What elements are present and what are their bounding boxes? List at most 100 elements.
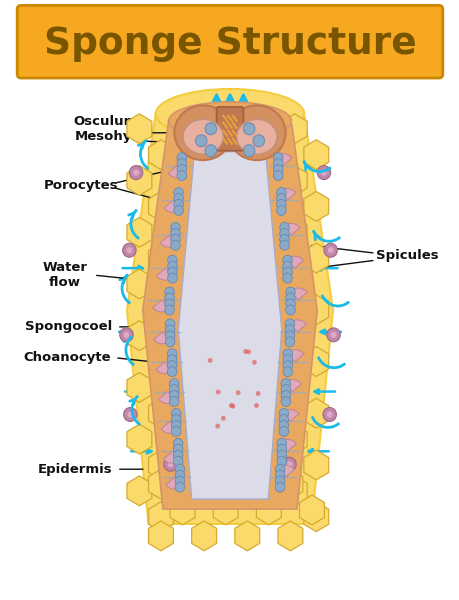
Circle shape — [330, 331, 336, 338]
Circle shape — [326, 328, 340, 342]
Circle shape — [207, 358, 212, 363]
Wedge shape — [281, 409, 298, 421]
Circle shape — [177, 158, 186, 169]
Polygon shape — [277, 469, 302, 499]
Circle shape — [164, 305, 174, 315]
Circle shape — [174, 188, 183, 197]
Circle shape — [282, 349, 292, 359]
Wedge shape — [281, 223, 299, 235]
Circle shape — [279, 229, 289, 238]
Polygon shape — [234, 469, 259, 499]
Circle shape — [276, 188, 285, 197]
Circle shape — [252, 360, 256, 365]
Point — [224, 132, 230, 139]
Circle shape — [167, 361, 177, 371]
Text: Epidermis: Epidermis — [37, 463, 112, 476]
Circle shape — [173, 451, 183, 460]
Polygon shape — [148, 347, 173, 376]
Circle shape — [173, 456, 183, 466]
Circle shape — [175, 470, 185, 480]
Point — [234, 124, 239, 131]
Circle shape — [165, 331, 174, 341]
Wedge shape — [165, 477, 183, 489]
Circle shape — [171, 427, 180, 436]
Polygon shape — [282, 269, 307, 299]
Circle shape — [167, 267, 177, 277]
Circle shape — [246, 349, 251, 355]
Polygon shape — [234, 521, 259, 551]
Wedge shape — [153, 332, 171, 344]
Point — [225, 112, 230, 119]
Circle shape — [177, 164, 186, 175]
Ellipse shape — [174, 106, 231, 160]
Wedge shape — [276, 465, 294, 477]
Circle shape — [167, 355, 177, 365]
Circle shape — [119, 328, 133, 342]
Polygon shape — [191, 521, 216, 551]
Polygon shape — [148, 295, 173, 325]
Circle shape — [243, 349, 247, 354]
Polygon shape — [303, 191, 328, 221]
Circle shape — [285, 331, 294, 341]
Point — [229, 124, 234, 131]
Polygon shape — [303, 450, 328, 480]
Point — [224, 140, 230, 148]
Circle shape — [167, 273, 177, 283]
Polygon shape — [282, 373, 307, 403]
Circle shape — [282, 255, 292, 265]
Polygon shape — [303, 295, 328, 325]
Line: 2 pts: 2 pts — [223, 123, 227, 128]
Circle shape — [273, 170, 282, 181]
Circle shape — [170, 223, 180, 232]
Point — [229, 132, 234, 139]
Point — [234, 140, 239, 148]
Text: Porocytes: Porocytes — [44, 179, 118, 192]
Circle shape — [285, 319, 294, 329]
Circle shape — [127, 411, 134, 418]
Wedge shape — [278, 188, 295, 200]
Polygon shape — [127, 114, 332, 524]
Text: Sponge Structure: Sponge Structure — [44, 26, 415, 62]
Circle shape — [167, 261, 177, 271]
Circle shape — [279, 223, 289, 232]
Line: 2 pts: 2 pts — [228, 123, 231, 128]
Wedge shape — [289, 288, 307, 300]
Circle shape — [327, 247, 333, 254]
Circle shape — [171, 415, 180, 424]
Circle shape — [274, 482, 284, 492]
Circle shape — [285, 293, 295, 303]
Circle shape — [274, 464, 284, 474]
Polygon shape — [282, 424, 307, 454]
Circle shape — [276, 193, 285, 203]
Circle shape — [285, 337, 294, 347]
Wedge shape — [156, 268, 174, 280]
Circle shape — [175, 464, 185, 474]
Circle shape — [252, 135, 264, 147]
Circle shape — [207, 476, 214, 482]
Circle shape — [129, 166, 142, 179]
Polygon shape — [127, 217, 151, 247]
Circle shape — [279, 415, 288, 424]
Line: 2 pts: 2 pts — [232, 139, 236, 144]
Circle shape — [279, 240, 289, 250]
Circle shape — [175, 482, 185, 492]
Circle shape — [174, 205, 183, 215]
Circle shape — [170, 235, 180, 244]
Polygon shape — [148, 469, 173, 499]
Circle shape — [174, 193, 183, 203]
Circle shape — [280, 391, 290, 401]
Circle shape — [167, 367, 177, 377]
Ellipse shape — [155, 89, 304, 139]
Circle shape — [276, 456, 286, 466]
Wedge shape — [288, 320, 306, 332]
Line: 2 pts: 2 pts — [223, 116, 227, 121]
Circle shape — [175, 476, 185, 486]
Point — [225, 135, 230, 142]
Polygon shape — [148, 191, 173, 221]
Circle shape — [276, 199, 285, 209]
Circle shape — [253, 403, 258, 408]
Circle shape — [205, 145, 216, 157]
Polygon shape — [303, 502, 328, 532]
Circle shape — [170, 229, 180, 238]
Circle shape — [174, 199, 183, 209]
